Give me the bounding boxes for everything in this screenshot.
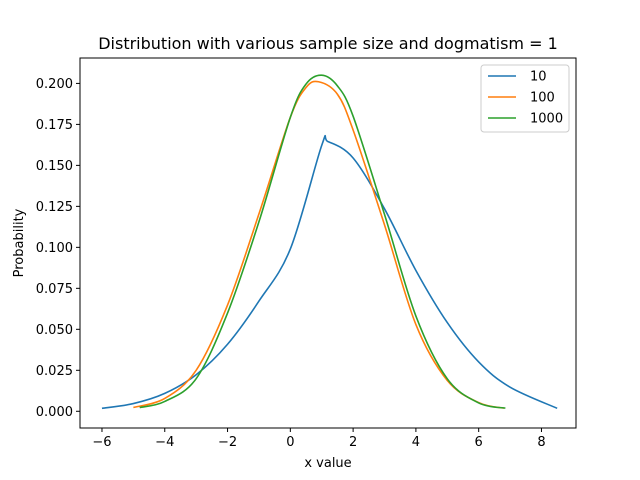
series-layer [101, 74, 558, 410]
y-tick-label: 0.025 [36, 364, 73, 379]
y-tick-label: 0.175 [36, 118, 73, 133]
y-tick-label: 0.000 [36, 405, 73, 420]
x-tick-label: −2 [218, 435, 237, 450]
legend-label-10: 10 [530, 70, 547, 85]
legend-label-100: 100 [530, 91, 555, 106]
x-tick-label: 6 [475, 435, 483, 450]
x-tick-label: 2 [349, 435, 357, 450]
x-tick-label: −6 [92, 435, 111, 450]
y-tick-label: 0.125 [36, 200, 73, 215]
x-tick-label: 8 [537, 435, 545, 450]
legend-box [480, 64, 570, 133]
y-tick-label: 0.150 [36, 159, 73, 174]
y-tick-label: 0.050 [36, 323, 73, 338]
series-line-10 [101, 134, 558, 410]
x-tick-label: 0 [286, 435, 294, 450]
y-tick-label: 0.075 [36, 282, 73, 297]
legend: 10 100 1000 [480, 64, 570, 133]
chart-title: Distribution with various sample size an… [98, 34, 558, 53]
y-axis-label: Probability [12, 208, 27, 277]
plot-area [79, 57, 577, 429]
series-line-1000 [139, 74, 506, 409]
x-axis: −6 −4 −2 0 2 4 6 8 [92, 428, 546, 450]
y-tick-label: 0.100 [36, 241, 73, 256]
series-line-100 [133, 80, 504, 409]
y-tick-label: 0.200 [36, 77, 73, 92]
y-axis: 0.000 0.025 0.050 0.075 0.100 0.125 0.150 0.175… [36, 77, 80, 420]
plot-frame [79, 57, 577, 429]
x-axis-label: x value [304, 456, 351, 471]
x-tick-label: 4 [412, 435, 420, 450]
x-tick-label: −4 [155, 435, 174, 450]
legend-label-1000: 1000 [530, 112, 563, 127]
